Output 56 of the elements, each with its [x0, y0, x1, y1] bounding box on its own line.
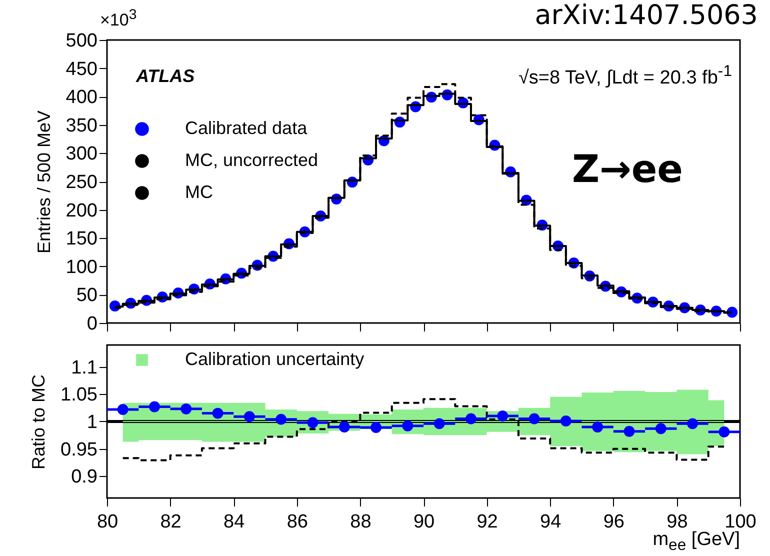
text: ×10$^{3}$: [100, 7, 137, 30]
annotation: √s=8 TeV, ∫Ldt = 20.3 fb$^{-1}$: [518, 63, 732, 88]
x-tick-label: 88: [350, 512, 372, 532]
point: [212, 408, 224, 419]
y-tick-label: 200: [66, 200, 98, 222]
x-tick-label: 90: [413, 512, 435, 532]
point: [338, 422, 350, 432]
x-tick-label: 96: [603, 512, 624, 532]
point: [180, 403, 192, 414]
annotation: Z→ee: [572, 147, 683, 191]
point: [718, 426, 730, 438]
y-tick-label: 0.9: [71, 466, 98, 488]
y-axis-title: Ratio to MC: [28, 374, 49, 470]
y-tick-label: 50: [76, 285, 98, 306]
legend-label: Calibration uncertainty: [185, 349, 364, 369]
y-tick-label: 450: [66, 58, 98, 80]
x-tick-label: 84: [224, 512, 246, 532]
point: [149, 401, 160, 412]
point: [276, 414, 287, 425]
y-tick-label: 100: [66, 256, 98, 278]
point: [244, 411, 255, 422]
x-tick-label: 82: [160, 512, 182, 532]
x-tick-label: 86: [286, 512, 308, 532]
text: arXiv:1407.5063: [534, 0, 758, 31]
point: [307, 417, 318, 428]
y-tick-label: 400: [66, 87, 98, 108]
y-tick-label: 500: [66, 30, 98, 52]
point: [624, 426, 635, 437]
point: [528, 413, 540, 424]
y-tick-label: 1.1: [71, 357, 98, 378]
y-axis-title: Entries / 500 MeV: [34, 110, 54, 254]
point: [117, 404, 128, 415]
legend-label: Calibrated data: [185, 118, 308, 138]
point: [592, 422, 604, 432]
legend-label: MC: [185, 182, 213, 202]
x-tick-label: 94: [540, 512, 562, 532]
point: [370, 422, 382, 433]
x-tick-label: 80: [96, 512, 118, 532]
point: [687, 418, 698, 430]
y-tick-label: 250: [66, 172, 98, 193]
legend-label: MC, uncorrected: [185, 150, 318, 170]
point: [434, 418, 445, 430]
y-tick-label: 0.95: [60, 439, 98, 460]
point: [402, 420, 414, 432]
y-tick-label: 1: [86, 412, 98, 433]
y-tick-label: 150: [66, 228, 98, 250]
x-tick-label: 92: [476, 512, 498, 532]
point: [655, 423, 666, 434]
point: [497, 410, 508, 422]
point: [560, 415, 572, 426]
y-tick-label: 0: [86, 314, 98, 334]
y-tick-label: 350: [66, 115, 98, 136]
point: [466, 413, 476, 424]
y-tick-label: 300: [66, 144, 98, 165]
annotation: ATLAS: [136, 66, 195, 86]
y-tick-label: 1.05: [60, 384, 98, 406]
